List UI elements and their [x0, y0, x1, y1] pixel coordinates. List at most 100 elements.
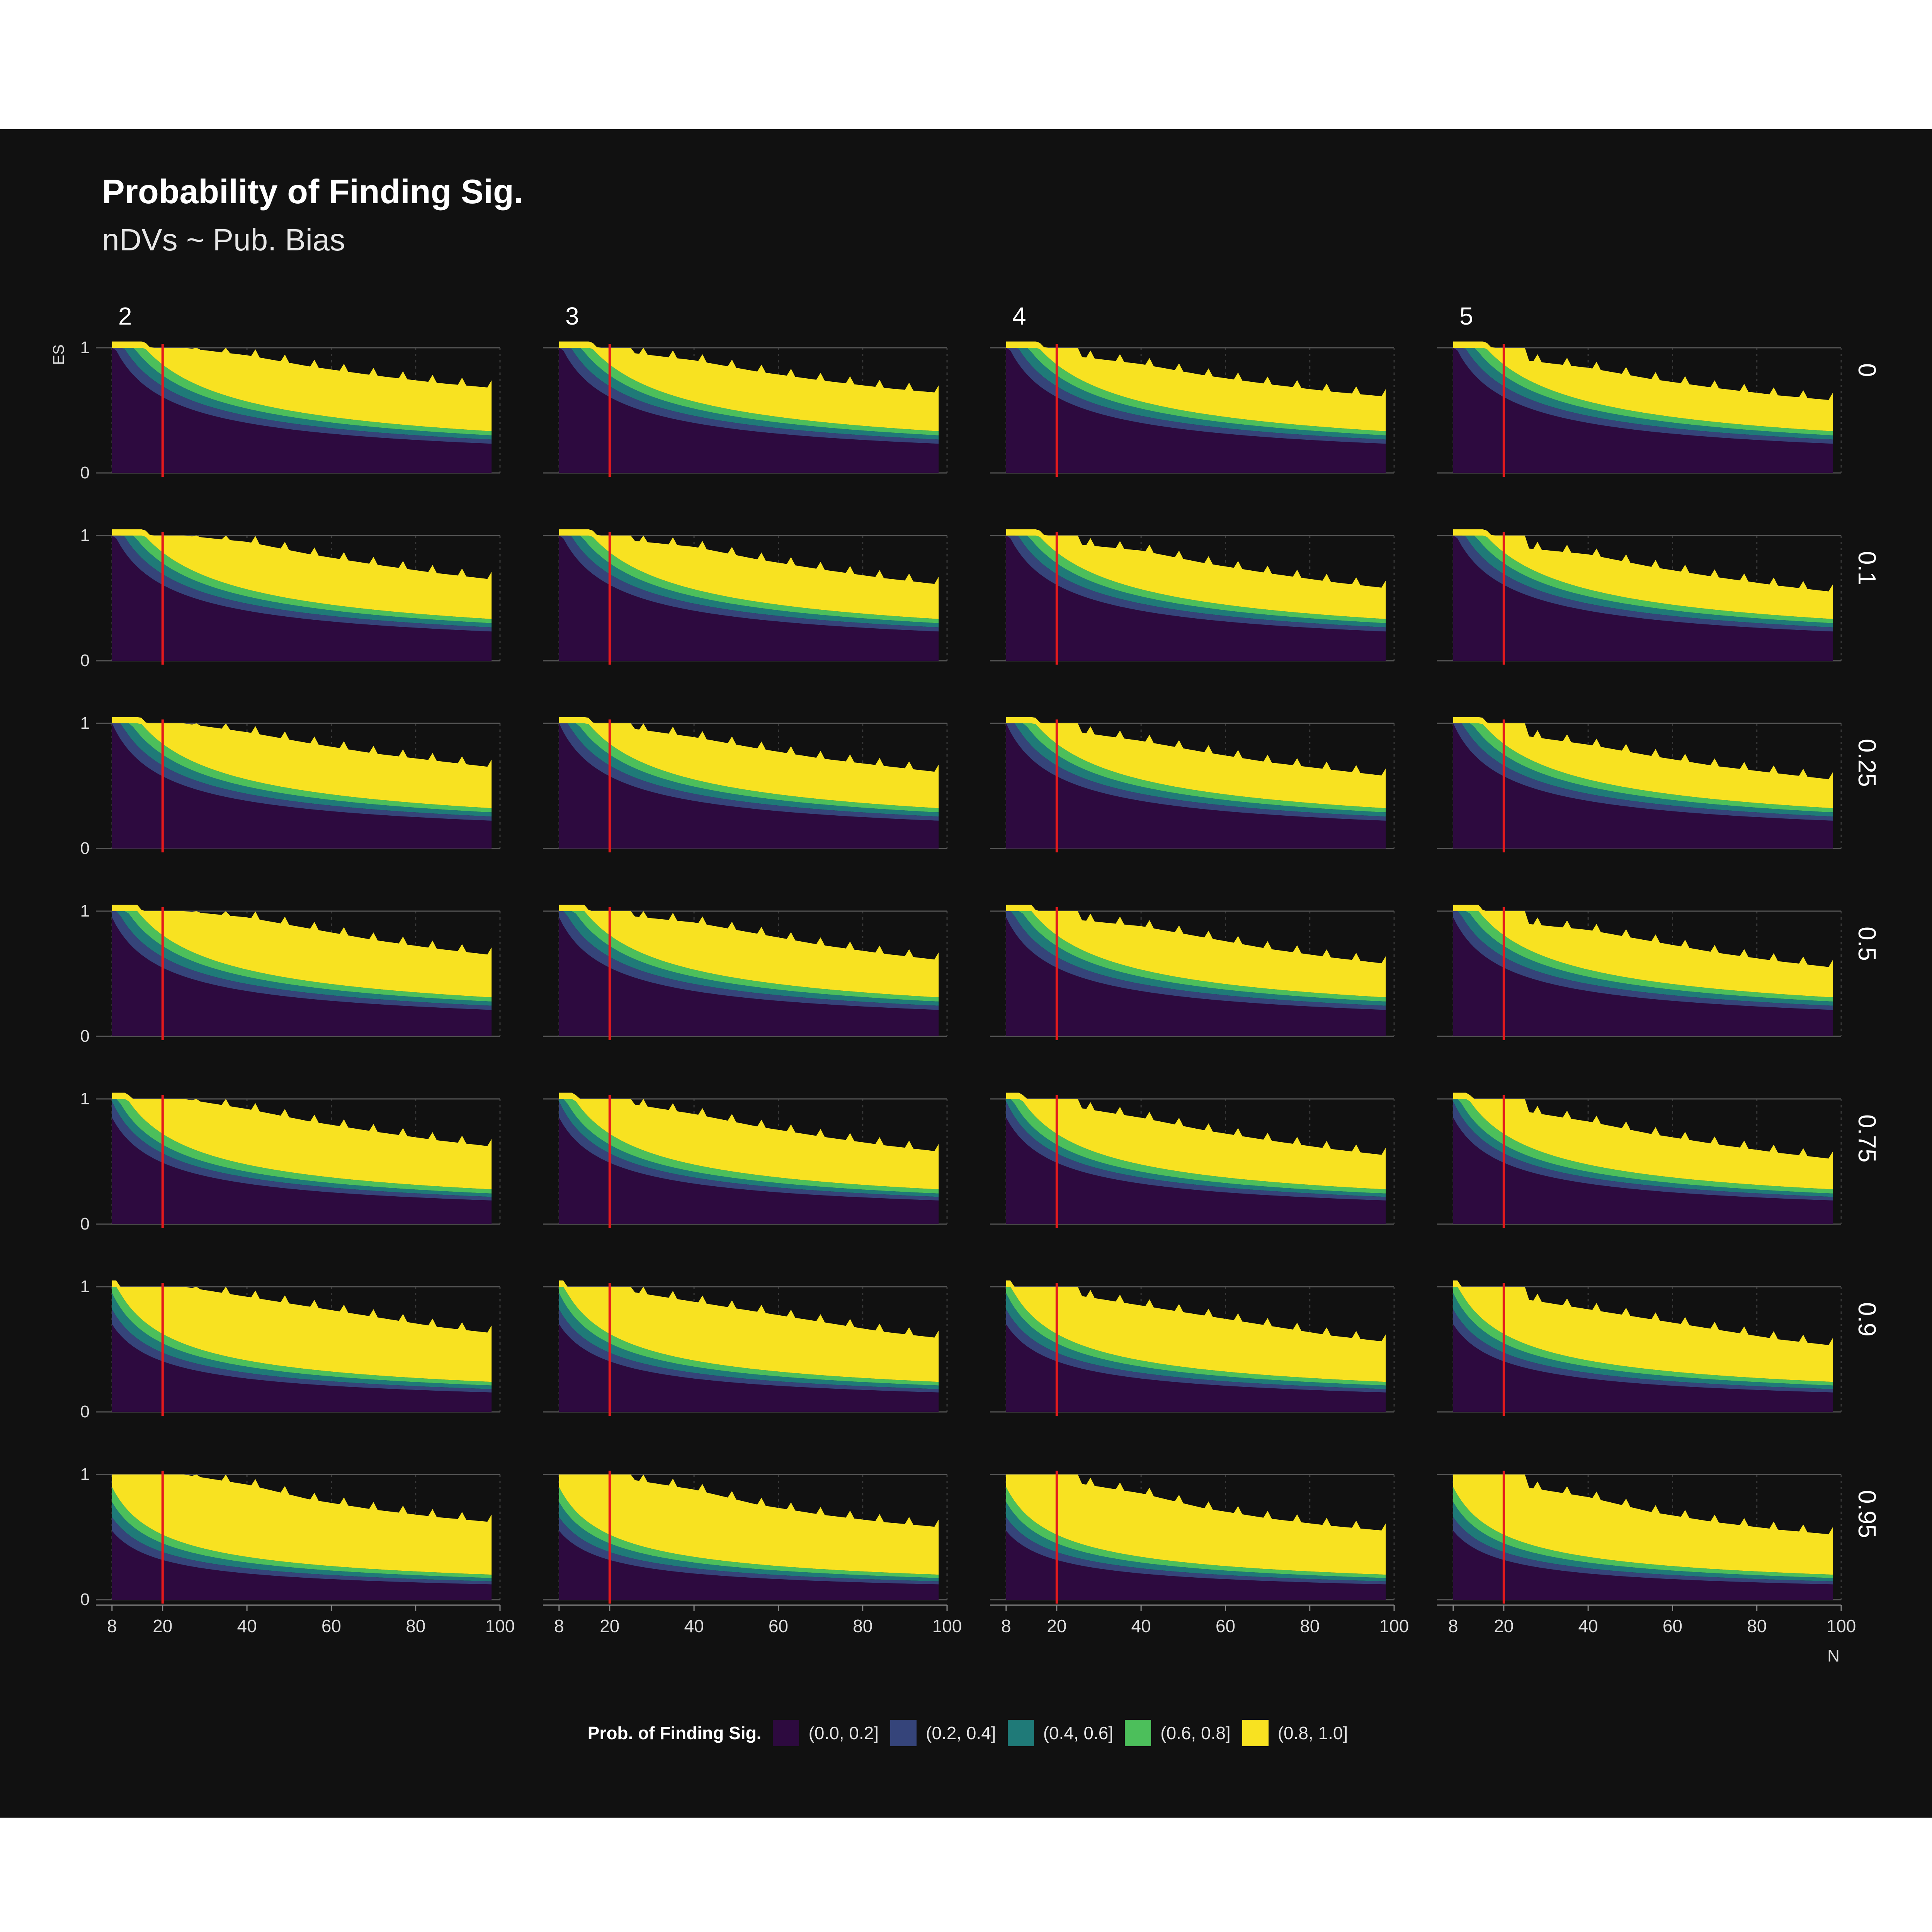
band-area — [112, 717, 492, 808]
row-facet-label: 0.1 — [1853, 551, 1881, 585]
x-tick-label: 100 — [485, 1616, 515, 1636]
band-area — [1006, 1101, 1386, 1201]
row-facet-label: 0.5 — [1853, 927, 1881, 961]
band-area — [1006, 536, 1386, 623]
band-area — [559, 1280, 939, 1382]
y-tick-label: 1 — [80, 714, 90, 733]
y-tick-label: 0 — [80, 463, 90, 482]
x-tick-label: 8 — [1448, 1616, 1458, 1636]
band-area — [1006, 1309, 1386, 1393]
band-area — [559, 536, 939, 628]
band-area — [1453, 348, 1833, 440]
legend-label: (0.2, 0.4] — [926, 1723, 996, 1743]
row-facet-label: 0 — [1853, 363, 1881, 377]
legend-label: (0.6, 0.8] — [1160, 1723, 1231, 1743]
band-area — [1453, 536, 1833, 661]
band-area — [1453, 1280, 1833, 1382]
legend-item: (0.0, 0.2] — [773, 1720, 879, 1746]
band-area — [112, 1092, 492, 1189]
band-area — [1006, 1092, 1386, 1189]
x-tick-label: 80 — [1300, 1616, 1320, 1636]
legend-item: (0.6, 0.8] — [1125, 1720, 1231, 1746]
band-area — [1006, 348, 1386, 473]
band-area — [559, 529, 939, 619]
band-area — [559, 348, 939, 435]
band-area — [559, 723, 939, 849]
band-area — [1006, 1099, 1386, 1194]
band-area — [112, 911, 492, 1002]
band-area — [1453, 536, 1833, 623]
x-tick-label: 60 — [769, 1616, 788, 1636]
y-tick-label: 1 — [80, 526, 90, 545]
legend-item: (0.2, 0.4] — [890, 1720, 996, 1746]
band-area — [559, 1309, 939, 1393]
band-area — [1453, 529, 1833, 619]
band-area — [112, 348, 492, 473]
band-area — [559, 1487, 939, 1578]
band-area — [559, 911, 939, 1006]
y-tick-label: 0 — [80, 1027, 90, 1046]
band-area — [559, 341, 939, 431]
band-area — [112, 917, 492, 1036]
band-area — [559, 911, 939, 1002]
band-area — [112, 536, 492, 661]
y-tick-label: 1 — [80, 1089, 90, 1108]
x-tick-label: 100 — [932, 1616, 962, 1636]
band-area — [1006, 717, 1386, 808]
x-tick-label: 8 — [1001, 1616, 1011, 1636]
band-area — [112, 1099, 492, 1194]
x-tick-label: 40 — [1131, 1616, 1151, 1636]
band-area — [1006, 917, 1386, 1036]
legend-swatch — [1007, 1720, 1034, 1746]
band-area — [1006, 1517, 1386, 1585]
y-tick-label: 0 — [80, 1402, 90, 1421]
x-tick-label: 60 — [1663, 1616, 1682, 1636]
legend-swatch — [1125, 1720, 1151, 1746]
legend: Prob. of Finding Sig. (0.0, 0.2] (0.2, 0… — [0, 1716, 1932, 1750]
band-area — [1453, 348, 1833, 473]
band-area — [1453, 1324, 1833, 1412]
band-area — [1453, 1293, 1833, 1389]
band-area — [1006, 1531, 1386, 1600]
band-area — [559, 723, 939, 813]
band-area — [1006, 905, 1386, 998]
legend-item: (0.4, 0.6] — [1007, 1720, 1113, 1746]
legend-title: Prob. of Finding Sig. — [587, 1723, 762, 1743]
band-area — [112, 536, 492, 628]
band-area — [1453, 911, 1833, 1002]
band-area — [1453, 536, 1833, 628]
column-facet-label: 2 — [118, 302, 132, 330]
band-area — [112, 341, 492, 431]
band-area — [559, 1117, 939, 1224]
band-area — [1006, 536, 1386, 661]
band-area — [1453, 1531, 1833, 1600]
x-tick-label: 8 — [554, 1616, 564, 1636]
band-area — [559, 1101, 939, 1201]
row-facet-label: 0.95 — [1853, 1490, 1881, 1538]
band-area — [1453, 1101, 1833, 1201]
band-area — [1006, 1502, 1386, 1582]
band-area — [112, 1309, 492, 1393]
band-area — [1453, 1502, 1833, 1582]
band-area — [1453, 1099, 1833, 1194]
band-area — [1006, 348, 1386, 435]
band-area — [559, 1502, 939, 1582]
band-area — [1006, 1117, 1386, 1224]
band-area — [1006, 1280, 1386, 1382]
band-area — [1453, 1117, 1833, 1224]
band-area — [559, 536, 939, 661]
chart-subtitle: nDVs ~ Pub. Bias — [102, 223, 345, 257]
band-area — [112, 911, 492, 1006]
band-area — [112, 1487, 492, 1578]
x-tick-label: 20 — [1494, 1616, 1514, 1636]
x-tick-label: 40 — [684, 1616, 704, 1636]
x-tick-label: 100 — [1379, 1616, 1409, 1636]
y-tick-label: 1 — [80, 1465, 90, 1484]
band-area — [1006, 911, 1386, 1002]
y-tick-label: 1 — [80, 1277, 90, 1296]
column-facet-label: 3 — [565, 302, 579, 330]
band-area — [1453, 723, 1833, 817]
chart-title: Probability of Finding Sig. — [102, 172, 524, 211]
x-tick-label: 8 — [107, 1616, 117, 1636]
band-area — [559, 536, 939, 623]
